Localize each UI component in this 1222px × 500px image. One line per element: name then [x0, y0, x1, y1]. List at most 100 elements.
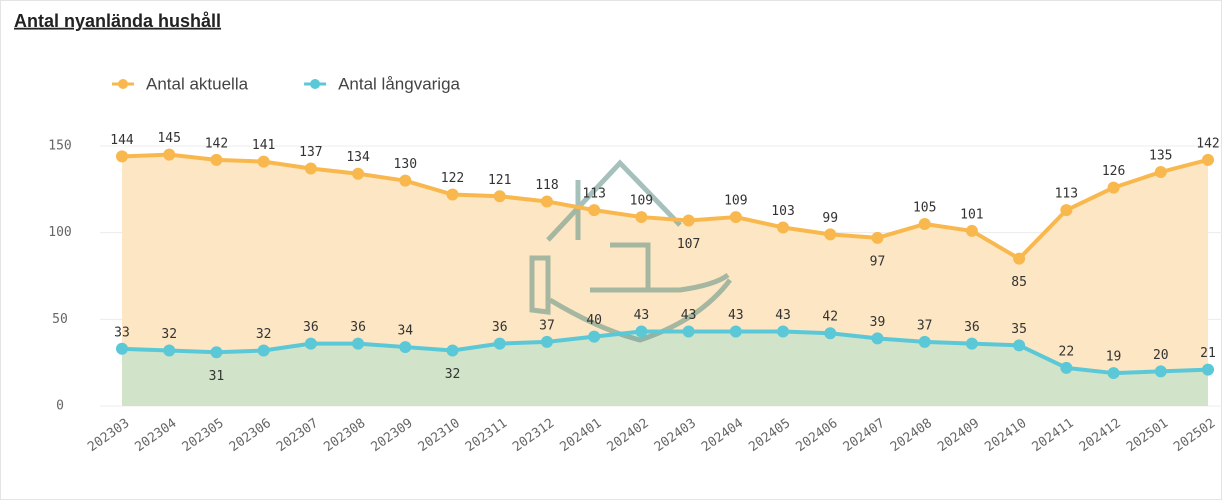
data-label: 33	[114, 325, 130, 340]
watermark-house	[529, 159, 732, 343]
point	[824, 327, 837, 340]
chart-title: Antal nyanlända hushåll	[14, 11, 221, 31]
legend-marker	[118, 79, 128, 89]
data-label: 144	[110, 133, 134, 148]
data-label: 130	[394, 157, 417, 172]
point	[399, 174, 412, 187]
data-label: 36	[303, 320, 319, 335]
point	[1107, 181, 1120, 194]
point	[1013, 339, 1026, 352]
data-label: 121	[488, 173, 511, 188]
point	[304, 162, 317, 175]
data-label: 99	[822, 211, 838, 226]
data-label: 34	[397, 324, 413, 339]
legend-label: Antal aktuella	[146, 74, 249, 93]
point	[918, 218, 931, 230]
point	[1154, 365, 1167, 378]
data-label: 19	[1106, 350, 1122, 365]
point	[918, 335, 931, 348]
point	[116, 342, 128, 355]
point	[163, 148, 176, 161]
data-label: 22	[1059, 344, 1075, 359]
line	[121, 329, 1209, 376]
point	[210, 153, 223, 166]
point	[1107, 367, 1120, 380]
point	[824, 228, 837, 241]
point	[352, 167, 365, 180]
point	[682, 214, 695, 227]
point	[1060, 204, 1073, 217]
data-label: 142	[205, 136, 228, 151]
legend-marker	[310, 79, 321, 89]
point	[635, 325, 648, 338]
data-label: 109	[724, 194, 747, 209]
area	[122, 331, 1208, 406]
data-label: 32	[256, 327, 272, 342]
line	[121, 152, 1209, 261]
data-label: 105	[913, 201, 936, 216]
data-label: 35	[1011, 322, 1027, 337]
data-label: 20	[1153, 348, 1169, 363]
data-label: 42	[822, 310, 838, 325]
point	[1060, 361, 1073, 374]
point	[1202, 153, 1214, 166]
data-label: 137	[299, 145, 322, 160]
data-label: 118	[535, 178, 558, 193]
y-tick-label: 0	[56, 399, 64, 414]
point	[257, 344, 270, 357]
data-label: 113	[1055, 187, 1078, 202]
legend-label: Antal långvariga	[338, 74, 460, 93]
point	[399, 341, 412, 354]
data-label: 109	[630, 194, 653, 209]
data-label: 36	[350, 320, 366, 335]
data-label: 37	[539, 318, 555, 333]
point	[493, 190, 506, 203]
point	[729, 325, 742, 338]
y-tick-label: 100	[48, 225, 71, 240]
point	[540, 335, 553, 348]
data-label: 134	[346, 150, 370, 165]
point	[1202, 363, 1214, 376]
point	[1154, 166, 1167, 178]
point	[965, 224, 978, 237]
point	[871, 332, 884, 345]
data-label: 43	[681, 308, 697, 323]
data-label: 122	[441, 171, 464, 186]
point	[446, 188, 459, 201]
data-label: 43	[775, 308, 791, 323]
point	[446, 344, 459, 357]
data-label: 101	[960, 207, 983, 222]
data-label: 36	[492, 320, 508, 335]
y-tick-label: 50	[52, 312, 68, 327]
data-label: 32	[161, 327, 177, 342]
data-label: 32	[445, 367, 461, 382]
point	[729, 211, 742, 224]
point	[777, 221, 790, 234]
data-label: 141	[252, 138, 275, 153]
point	[635, 211, 648, 224]
point	[871, 231, 884, 244]
data-label: 145	[157, 131, 180, 146]
data-label: 85	[1011, 275, 1027, 290]
point	[588, 204, 601, 217]
data-label: 142	[1196, 136, 1219, 151]
point	[116, 150, 128, 163]
point	[352, 337, 365, 350]
point	[257, 155, 270, 168]
data-label: 40	[586, 313, 602, 328]
data-label: 113	[582, 187, 605, 202]
point	[163, 344, 176, 357]
data-label: 39	[870, 315, 886, 330]
data-label: 107	[677, 237, 700, 252]
data-label: 126	[1102, 164, 1125, 179]
data-label: 21	[1200, 346, 1216, 361]
point	[540, 195, 553, 208]
point	[965, 337, 978, 350]
data-label: 97	[870, 254, 886, 269]
data-label: 103	[771, 204, 794, 219]
point	[493, 337, 506, 350]
point	[777, 325, 790, 338]
data-label: 43	[728, 308, 744, 323]
data-label: 37	[917, 318, 933, 333]
